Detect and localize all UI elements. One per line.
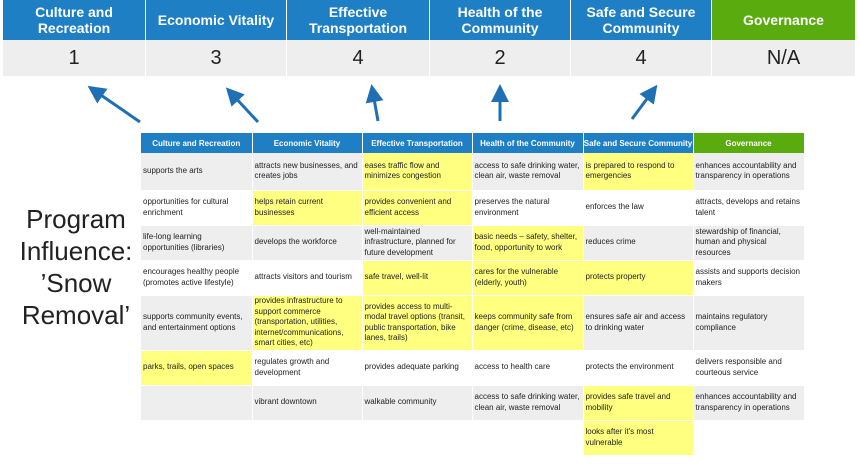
- table-cell: [362, 420, 473, 456]
- table-cell: vibrant downtown: [252, 385, 363, 421]
- table-cell: life-long learning opportunities (librar…: [141, 225, 253, 261]
- summary-value: 1: [3, 40, 146, 76]
- table-cell: supports community events, and entertain…: [141, 295, 253, 351]
- table-cell: supports the arts: [141, 153, 253, 191]
- table-cell: [141, 385, 253, 421]
- table-cell: provides infrastructure to support comme…: [252, 295, 363, 351]
- table-cell: develops the workforce: [252, 225, 363, 261]
- table-header: Health of the Community: [472, 133, 584, 153]
- table-cell: provides convenient and efficient access: [362, 190, 473, 226]
- table-cell: access to health care: [472, 350, 584, 386]
- summary-header: Culture and Recreation: [3, 0, 146, 40]
- table-cell: safe travel, well-lit: [362, 260, 473, 296]
- table-cell: enhances accountability and transparency…: [693, 385, 805, 421]
- program-influence-label: Program Influence: ’Snow Removal’: [19, 204, 133, 330]
- table-cell: [141, 420, 253, 456]
- table-cell: cares for the vulnerable (elderly, youth…: [472, 260, 584, 296]
- summary-value: N/A: [712, 40, 856, 76]
- table-cell: keeps community safe from danger (crime,…: [472, 295, 584, 351]
- table-cell: looks after it's most vulnerable: [583, 420, 694, 456]
- table-cell: [252, 420, 363, 456]
- summary-header: Governance: [712, 0, 856, 40]
- summary-value: 4: [571, 40, 712, 76]
- table-cell: enforces the law: [583, 190, 694, 226]
- table-cell: provides access to multi-modal travel op…: [362, 295, 473, 351]
- table-row: parks, trails, open spaces regulates grow…: [141, 350, 805, 386]
- table-cell: well-maintained infrastructure, planned …: [362, 225, 473, 261]
- table-cell: [693, 420, 805, 456]
- table-cell: enhances accountability and transparency…: [693, 153, 805, 191]
- table-row: encourages healthy people (promotes acti…: [141, 260, 805, 296]
- table-row: supports the arts attracts new businesses…: [141, 153, 805, 191]
- table-cell: [472, 420, 584, 456]
- table-cell: provides safe travel and mobility: [583, 385, 694, 421]
- summary-scores: Culture and Recreation Economic Vitality E…: [3, 0, 856, 76]
- table-cell: opportunities for cultural enrichment: [141, 190, 253, 226]
- summary-header: Health of the Community: [430, 0, 571, 40]
- table-cell: attracts new businesses, and creates job…: [252, 153, 363, 191]
- table-row: life-long learning opportunities (librar…: [141, 225, 805, 261]
- table-cell: regulates growth and development: [252, 350, 363, 386]
- table-cell: stewardship of financial, human and phys…: [693, 225, 805, 261]
- table-header: Governance: [693, 133, 805, 153]
- summary-value: 3: [146, 40, 287, 76]
- table-cell: provides adequate parking: [362, 350, 473, 386]
- table-cell: access to safe drinking water, clean air…: [472, 153, 584, 191]
- table-row: vibrant downtown walkable community access…: [141, 385, 805, 421]
- table-cell: parks, trails, open spaces: [141, 350, 253, 386]
- table-cell: delivers responsible and courteous servi…: [693, 350, 805, 386]
- table-cell: attracts visitors and tourism: [252, 260, 363, 296]
- table-header: Culture and Recreation: [141, 133, 253, 153]
- table-row: looks after it's most vulnerable: [141, 420, 805, 456]
- table-cell: is prepared to respond to emergencies: [583, 153, 694, 191]
- table-header: Effective Transportation: [362, 133, 473, 153]
- objectives-table: Culture and Recreation Economic Vitality E…: [141, 133, 805, 456]
- arrow-icon: [365, 84, 384, 122]
- table-cell: basic needs – safety, shelter, food, opp…: [472, 225, 584, 261]
- table-cell: eases traffic flow and minimizes congest…: [362, 153, 473, 191]
- table-cell: ensures safe air and access to drinking …: [583, 295, 694, 351]
- table-cell: protects property: [583, 260, 694, 296]
- summary-header: Economic Vitality: [146, 0, 287, 40]
- table-cell: access to safe drinking water, clean air…: [472, 385, 584, 421]
- summary-header: Effective Transportation: [287, 0, 430, 40]
- summary-value: 4: [287, 40, 430, 76]
- table-row: opportunities for cultural enrichment hel…: [141, 190, 805, 226]
- table-cell: attracts, develops and retains talent: [693, 190, 805, 226]
- summary-value: 2: [430, 40, 571, 76]
- table-row: supports community events, and entertain…: [141, 295, 805, 351]
- table-cell: encourages healthy people (promotes acti…: [141, 260, 253, 296]
- table-cell: preserves the natural environment: [472, 190, 584, 226]
- table-cell: assists and supports decision makers: [693, 260, 805, 296]
- arrow-icon: [87, 85, 141, 124]
- table-cell: helps retain current businesses: [252, 190, 363, 226]
- table-header: Economic Vitality: [252, 133, 363, 153]
- arrow-icon: [630, 84, 658, 120]
- table-cell: maintains regulatory compliance: [693, 295, 805, 351]
- table-header: Safe and Secure Community: [583, 133, 694, 153]
- table-cell: walkable community: [362, 385, 473, 421]
- table-cell: reduces crime: [583, 225, 694, 261]
- summary-header: Safe and Secure Community: [571, 0, 712, 40]
- arrow-icon: [225, 87, 260, 124]
- table-cell: protects the environment: [583, 350, 694, 386]
